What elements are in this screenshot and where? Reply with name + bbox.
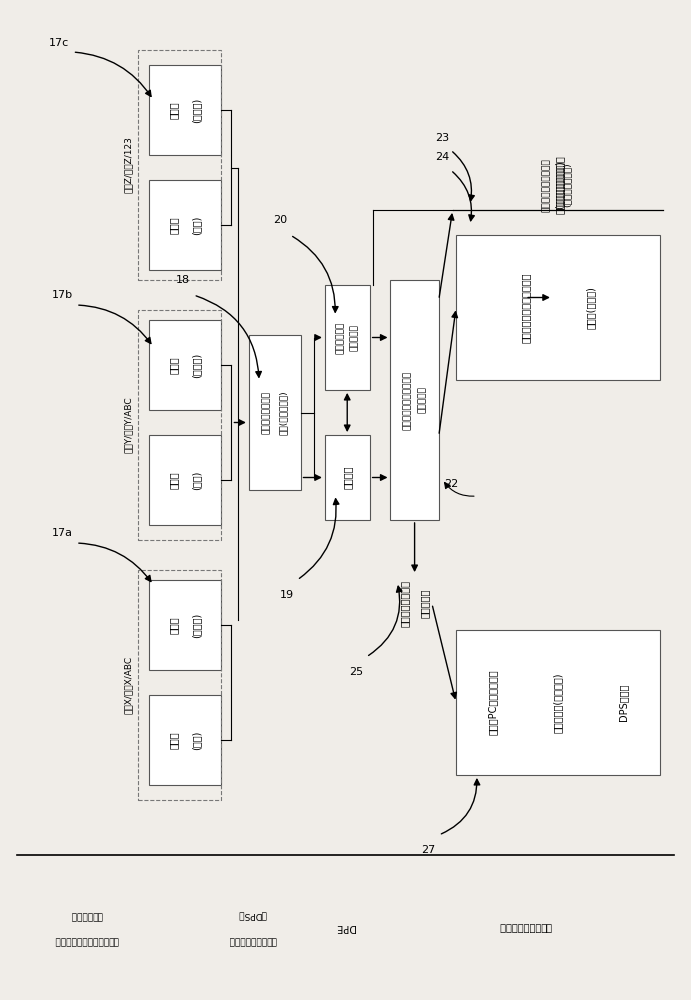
Text: 源系统: 源系统 (168, 616, 178, 634)
Text: 25: 25 (349, 667, 363, 677)
Bar (149, 580, 221, 670)
Text: 源系统: 源系统 (168, 101, 178, 119)
Text: 20: 20 (273, 215, 287, 225)
Text: 17a: 17a (52, 528, 73, 538)
Text: 国家Y/货币Y/ABC: 国家Y/货币Y/ABC (123, 397, 133, 453)
Text: 上查看来自(基于云的): 上查看来自(基于云的) (553, 672, 563, 733)
Text: 设置过滤器以进行分析、: 设置过滤器以进行分析、 (402, 370, 411, 430)
Text: 源系统: 源系统 (168, 216, 178, 234)
Bar (149, 695, 221, 785)
Text: 24: 24 (435, 152, 449, 162)
Text: DPS的结果: DPS的结果 (618, 684, 628, 721)
Bar (325, 435, 370, 520)
Text: 将新数据映射: 将新数据映射 (336, 321, 345, 354)
Text: 在数据池中: 在数据池中 (350, 324, 359, 351)
Text: 数据(非限制性源): 数据(非限制性源) (278, 390, 287, 435)
Bar (138, 570, 221, 800)
Text: 27: 27 (422, 845, 435, 855)
Bar (138, 50, 221, 280)
Text: 选择在PC或平板计算机: 选择在PC或平板计算机 (488, 670, 498, 735)
Bar (456, 235, 660, 380)
Text: 23: 23 (435, 133, 449, 143)
Bar (149, 65, 221, 155)
Text: 17c: 17c (48, 38, 69, 48)
Text: 22: 22 (444, 479, 458, 489)
Text: 源系统: 源系统 (168, 471, 178, 489)
Text: (财务): (财务) (191, 470, 202, 490)
Text: (非财务): (非财务) (191, 97, 202, 123)
Text: 进行数据镇解密处理: 进行数据镇解密处理 (228, 936, 276, 944)
Text: 管理组内的各个级别的风险: 管理组内的各个级别的风险 (520, 272, 531, 343)
Text: 、基础、报告条款）数据系: 、基础、报告条款）数据系 (54, 936, 119, 944)
Text: 源系统: 源系统 (168, 731, 178, 749)
Text: 华三党报报报报数系: 华三党报报报报数系 (499, 922, 551, 932)
Text: (作为组的一部分): (作为组的一部分) (562, 163, 571, 207)
Text: (财务): (财务) (191, 215, 202, 235)
Text: 生成定制的分析、: 生成定制的分析、 (399, 580, 409, 627)
Text: 17b: 17b (52, 290, 73, 300)
Bar (138, 310, 221, 540)
Text: 诊断和报告: 诊断和报告 (420, 589, 430, 618)
Bar (325, 285, 370, 390)
Text: 分析和诊断已过滤数据: 分析和诊断已过滤数据 (555, 156, 565, 214)
Text: 映射规则: 映射规则 (342, 466, 352, 489)
Text: DPE: DPE (336, 922, 355, 932)
Text: 国家Z/货币Z/123: 国家Z/货币Z/123 (123, 137, 133, 193)
Bar (149, 180, 221, 270)
Text: 在DPS中: 在DPS中 (238, 910, 267, 920)
Bar (390, 280, 439, 520)
Bar (249, 335, 301, 490)
Text: （出差、采不: （出差、采不 (70, 910, 102, 920)
Text: 源系统: 源系统 (168, 356, 178, 374)
Text: 诊断或报告: 诊断或报告 (418, 387, 427, 413)
Text: 18: 18 (176, 275, 190, 285)
Text: (作为组的一部分): (作为组的一部分) (555, 161, 565, 209)
Text: 分析和诊断已过滤数据: 分析和诊断已过滤数据 (541, 158, 551, 212)
Text: (非财务): (非财务) (191, 352, 202, 378)
Text: 19: 19 (280, 590, 294, 600)
Bar (149, 435, 221, 525)
Text: 和问题(客户端): 和问题(客户端) (585, 286, 596, 329)
Text: 以指定格式存储源: 以指定格式存储源 (262, 391, 271, 434)
Text: (财务): (财务) (191, 730, 202, 750)
Bar (149, 320, 221, 410)
Text: 国家X/货币X/ABC: 国家X/货币X/ABC (123, 656, 133, 714)
Bar (456, 630, 660, 775)
Text: (非财务): (非财务) (191, 612, 202, 638)
